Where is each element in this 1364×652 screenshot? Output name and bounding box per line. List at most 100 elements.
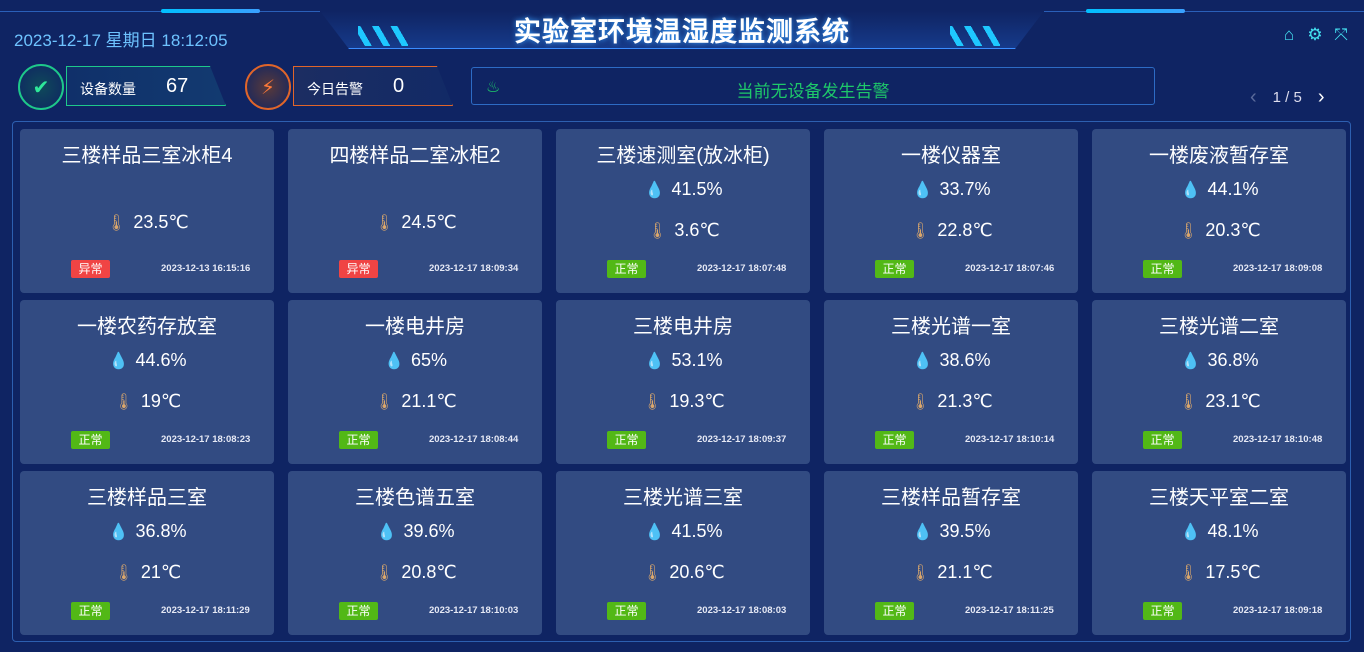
alarm-banner: ♨ 当前无设备发生告警 bbox=[471, 67, 1155, 105]
thermometer-icon: 🌡 bbox=[1178, 565, 1199, 582]
humidity-drops-icon: 💧 bbox=[108, 524, 129, 541]
humidity-row: 💧 44.1% bbox=[1092, 179, 1346, 200]
update-time: 2023-12-17 18:08:23 bbox=[161, 434, 251, 445]
update-time: 2023-12-17 18:09:34 bbox=[429, 263, 519, 274]
device-name: 一楼电井房 bbox=[365, 316, 465, 338]
device-count-label: 设备数量 bbox=[80, 81, 136, 97]
temperature-value: 20.8℃ bbox=[401, 562, 457, 582]
humidity-row: 💧 36.8% bbox=[20, 521, 274, 542]
temperature-value: 24.5℃ bbox=[401, 212, 457, 232]
thermometer-icon: 🌡 bbox=[910, 223, 931, 240]
alarm-message: 当前无设备发生告警 bbox=[736, 82, 890, 101]
next-page-button[interactable]: › bbox=[1317, 86, 1325, 108]
humidity-row: 💧 36.8% bbox=[1092, 350, 1346, 371]
temperature-row: 🌡 23.5℃ bbox=[20, 212, 274, 233]
thermometer-icon: 🌡 bbox=[1178, 223, 1199, 240]
temperature-value: 21℃ bbox=[140, 562, 182, 582]
humidity-drops-icon: 💧 bbox=[1180, 353, 1201, 370]
update-time: 2023-12-17 18:11:25 bbox=[965, 605, 1054, 616]
update-time: 2023-12-17 18:09:08 bbox=[1233, 263, 1323, 274]
device-card[interactable]: 三楼电井房 💧 53.1% 🌡 19.3℃ 正常 2023-12-17 18:09:37 bbox=[556, 300, 810, 464]
update-time: 2023-12-17 18:11:29 bbox=[161, 605, 250, 616]
temperature-value: 20.6℃ bbox=[669, 562, 725, 582]
thermometer-icon: 🌡 bbox=[910, 394, 931, 411]
temperature-row: 🌡 19℃ bbox=[20, 391, 274, 412]
device-card[interactable]: 一楼废液暂存室 💧 44.1% 🌡 20.3℃ 正常 2023-12-17 18:09:08 bbox=[1092, 129, 1346, 293]
humidity-drops-icon: 💧 bbox=[912, 353, 933, 370]
stat-panel bbox=[293, 66, 453, 106]
humidity-row: 💧 41.5% bbox=[556, 521, 810, 542]
humidity-value: 53.1% bbox=[671, 350, 723, 370]
device-grid: 三楼样品三室冰柜4 🌡 23.5℃ 异常 2023-12-13 16:15:16 四楼样品… bbox=[20, 129, 1346, 635]
status-badge: 正常 bbox=[71, 602, 110, 620]
alarm-count-label: 今日告警 bbox=[307, 81, 363, 97]
temperature-value: 22.8℃ bbox=[937, 220, 993, 240]
device-card[interactable]: 三楼光谱三室 💧 41.5% 🌡 20.6℃ 正常 2023-12-17 18:08:03 bbox=[556, 471, 810, 635]
humidity-value: 41.5% bbox=[671, 521, 723, 541]
header-glow bbox=[161, 9, 260, 13]
status-badge: 正常 bbox=[607, 260, 646, 278]
home-icon[interactable]: ⌂ bbox=[1283, 25, 1295, 44]
temperature-row: 🌡 21.3℃ bbox=[824, 391, 1078, 412]
device-name: 三楼天平室二室 bbox=[1149, 487, 1289, 509]
device-card[interactable]: 一楼仪器室 💧 33.7% 🌡 22.8℃ 正常 2023-12-17 18:07:46 bbox=[824, 129, 1078, 293]
humidity-value: 41.5% bbox=[671, 179, 723, 199]
humidity-drops-icon: 💧 bbox=[376, 524, 397, 541]
temperature-value: 17.5℃ bbox=[1205, 562, 1261, 582]
fullscreen-icon[interactable]: ⤧ bbox=[1334, 25, 1348, 44]
pagination: ‹ 1 / 5 › bbox=[1250, 86, 1325, 109]
humidity-drops-icon: 💧 bbox=[912, 182, 933, 199]
humidity-value: 38.6% bbox=[939, 350, 991, 370]
device-card[interactable]: 三楼光谱一室 💧 38.6% 🌡 21.3℃ 正常 2023-12-17 18:10:14 bbox=[824, 300, 1078, 464]
update-time: 2023-12-17 18:07:48 bbox=[697, 263, 787, 274]
status-badge: 正常 bbox=[339, 602, 378, 620]
status-badge: 异常 bbox=[339, 260, 378, 278]
thermometer-icon: 🌡 bbox=[910, 565, 931, 582]
gear-icon[interactable]: ⚙ bbox=[1307, 25, 1323, 44]
temperature-row: 🌡 23.1℃ bbox=[1092, 391, 1346, 412]
update-time: 2023-12-17 18:09:37 bbox=[697, 434, 787, 445]
humidity-value: 48.1% bbox=[1207, 521, 1259, 541]
thermometer-icon: 🌡 bbox=[113, 394, 135, 411]
device-grid-container: 三楼样品三室冰柜4 🌡 23.5℃ 异常 2023-12-13 16:15:16 四楼样品… bbox=[12, 121, 1351, 642]
update-time: 2023-12-17 18:08:03 bbox=[697, 605, 787, 616]
humidity-row: 💧 38.6% bbox=[824, 350, 1078, 371]
humidity-drops-icon: 💧 bbox=[644, 353, 665, 370]
humidity-drops-icon: 💧 bbox=[912, 524, 933, 541]
device-name: 三楼色谱五室 bbox=[355, 487, 475, 509]
device-card[interactable]: 一楼农药存放室 💧 44.6% 🌡 19℃ 正常 2023-12-17 18:08:23 bbox=[20, 300, 274, 464]
temperature-row: 🌡 19.3℃ bbox=[556, 391, 810, 412]
humidity-row: 💧 39.5% bbox=[824, 521, 1078, 542]
device-count-value: 67 bbox=[166, 75, 189, 97]
device-card[interactable]: 三楼色谱五室 💧 39.6% 🌡 20.8℃ 正常 2023-12-17 18:10:03 bbox=[288, 471, 542, 635]
device-name: 三楼速测室(放冰柜) bbox=[596, 145, 770, 167]
device-card[interactable]: 四楼样品二室冰柜2 🌡 24.5℃ 异常 2023-12-17 18:09:34 bbox=[288, 129, 542, 293]
humidity-value: 39.6% bbox=[403, 521, 455, 541]
header-stripes bbox=[358, 26, 408, 46]
update-time: 2023-12-17 18:10:03 bbox=[429, 605, 519, 616]
status-badge: 正常 bbox=[875, 431, 914, 449]
device-card[interactable]: 三楼样品三室 💧 36.8% 🌡 21℃ 正常 2023-12-17 18:11:29 bbox=[20, 471, 274, 635]
device-card[interactable]: 一楼电井房 💧 65% 🌡 21.1℃ 正常 2023-12-17 18:08:44 bbox=[288, 300, 542, 464]
header-glow bbox=[1086, 9, 1185, 13]
temperature-row: 🌡 21℃ bbox=[20, 562, 274, 583]
siren-icon: ⚡ bbox=[245, 64, 291, 110]
temperature-value: 3.6℃ bbox=[674, 220, 720, 240]
device-name: 四楼样品二室冰柜2 bbox=[329, 145, 501, 167]
device-card[interactable]: 三楼天平室二室 💧 48.1% 🌡 17.5℃ 正常 2023-12-17 18:09:18 bbox=[1092, 471, 1346, 635]
humidity-drops-icon: 💧 bbox=[644, 182, 665, 199]
humidity-value: 39.5% bbox=[939, 521, 991, 541]
device-card[interactable]: 三楼样品三室冰柜4 🌡 23.5℃ 异常 2023-12-13 16:15:16 bbox=[20, 129, 274, 293]
prev-page-button[interactable]: ‹ bbox=[1250, 86, 1257, 108]
title-plate bbox=[320, 11, 1044, 49]
device-name: 一楼农药存放室 bbox=[77, 316, 217, 338]
status-badge: 正常 bbox=[339, 431, 378, 449]
device-card[interactable]: 三楼速测室(放冰柜) 💧 41.5% 🌡 3.6℃ 正常 2023-12-17 18:07:… bbox=[556, 129, 810, 293]
device-card[interactable]: 三楼光谱二室 💧 36.8% 🌡 23.1℃ 正常 2023-12-17 18:10:48 bbox=[1092, 300, 1346, 464]
update-time: 2023-12-17 18:09:18 bbox=[1233, 605, 1323, 616]
device-name: 三楼样品三室 bbox=[87, 487, 207, 509]
humidity-drops-icon: 💧 bbox=[644, 524, 665, 541]
humidity-drops-icon: 💧 bbox=[108, 353, 129, 370]
status-badge: 正常 bbox=[875, 260, 914, 278]
device-card[interactable]: 三楼样品暂存室 💧 39.5% 🌡 21.1℃ 正常 2023-12-17 18:11:25 bbox=[824, 471, 1078, 635]
